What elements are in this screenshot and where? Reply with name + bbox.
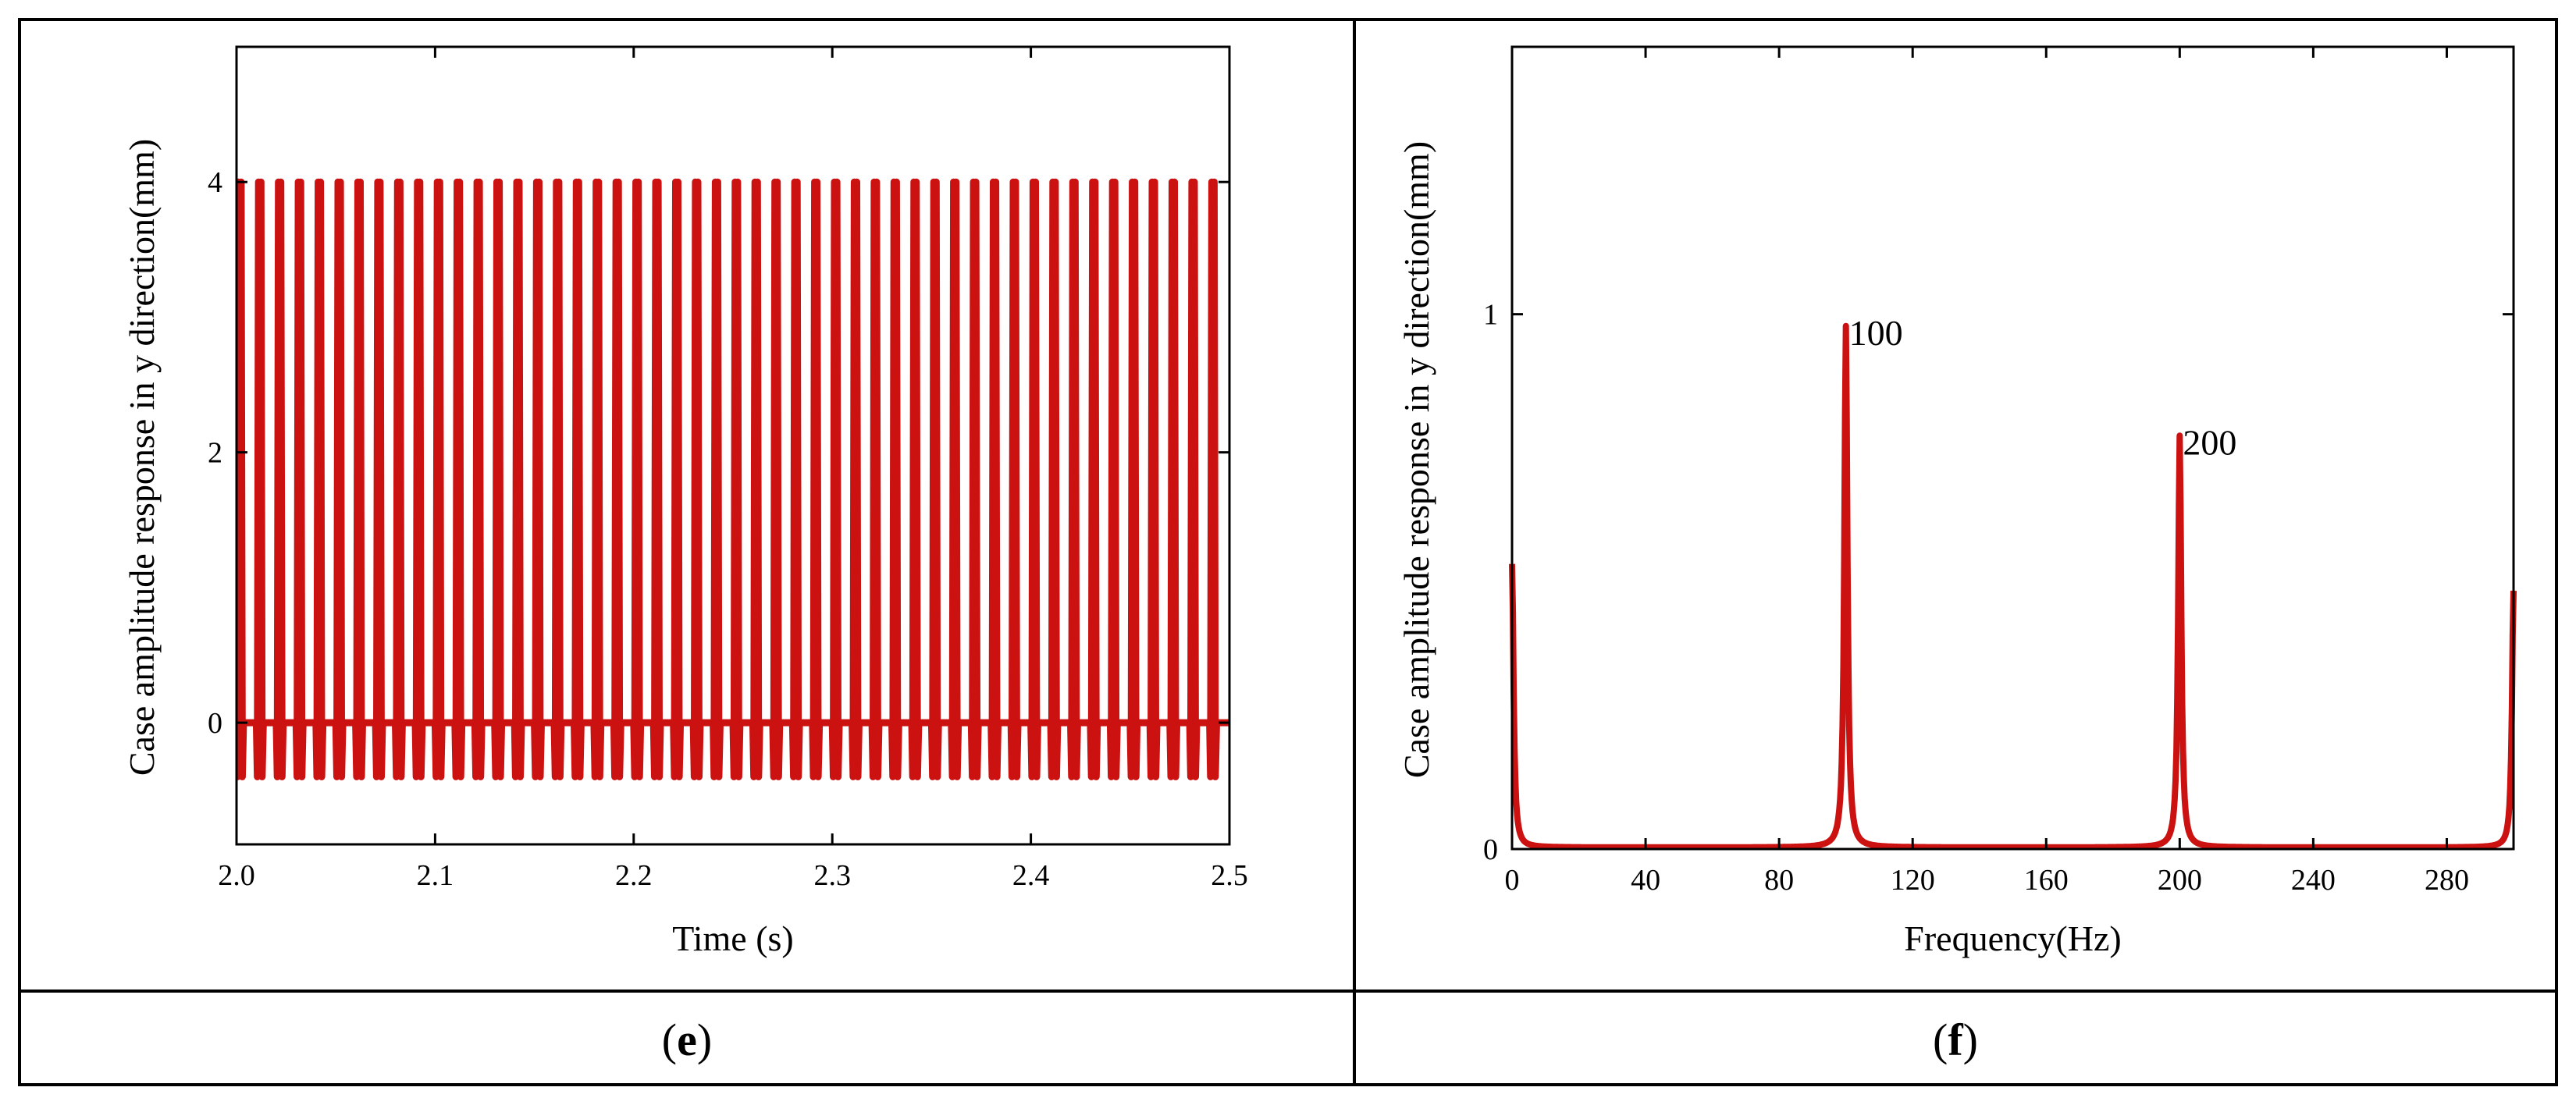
caption-f: (f)	[1933, 1014, 1978, 1065]
frequency-spectrum-x-tick-label: 240	[2291, 864, 2336, 897]
time-response-x-tick-label: 2.0	[218, 859, 255, 892]
caption-e: (e)	[662, 1014, 712, 1065]
frequency-spectrum-x-tick-label: 80	[1764, 864, 1794, 897]
time-response-x-tick-label: 2.1	[417, 859, 454, 892]
frequency-spectrum-plot-frame	[1510, 45, 2515, 851]
time-response-y-tick-label: 4	[208, 166, 222, 199]
time-response-y-axis-title: Case amplitude response in y direction(m…	[122, 139, 162, 776]
time-response-axes: 2.0 2.1 2.2 2.3 2.4 2.5 0 2 4	[208, 45, 1248, 892]
frequency-spectrum-x-tick-label: 120	[1891, 864, 1935, 897]
time-response-x-tick-label: 2.2	[615, 859, 653, 892]
frequency-spectrum-line	[1509, 322, 2517, 849]
caption-f-letter: f	[1948, 1014, 1963, 1065]
peak-annotation-100: 100	[1849, 313, 1903, 353]
frequency-spectrum-x-tick-label: 280	[2425, 864, 2469, 897]
time-response-x-tick-label: 2.5	[1211, 859, 1248, 892]
time-response-y-tick-label: 0	[208, 707, 222, 740]
time-response-y-tick-label: 2	[208, 437, 222, 470]
frequency-spectrum-chart: 100 200 0 40 80 120 160 200 240 280 0 1 Frequency(…	[1397, 45, 2517, 958]
frequency-spectrum-series: 100 200	[1509, 313, 2517, 849]
frequency-spectrum-x-tick-label: 200	[2158, 864, 2202, 897]
frequency-spectrum-x-tick-label: 0	[1505, 864, 1520, 897]
time-response-series	[237, 178, 1229, 780]
figure-table-frame	[18, 18, 2558, 1086]
frequency-spectrum-x-tick-label: 40	[1631, 864, 1660, 897]
time-response-plot-frame	[235, 45, 1231, 846]
time-response-line	[237, 178, 1229, 780]
caption-e-letter: e	[677, 1014, 697, 1065]
frequency-spectrum-y-tick-label: 1	[1483, 299, 1498, 332]
peak-annotation-200: 200	[2183, 422, 2236, 462]
frequency-spectrum-axes: 0 40 80 120 160 200 240 280 0 1	[1483, 45, 2515, 897]
frequency-spectrum-x-axis-title: Frequency(Hz)	[1904, 918, 2121, 958]
time-response-x-tick-label: 2.4	[1012, 859, 1050, 892]
frequency-spectrum-x-tick-label: 160	[2024, 864, 2069, 897]
frequency-spectrum-y-axis-title: Case amplitude response in y direction(m…	[1397, 141, 1436, 778]
frequency-spectrum-y-tick-label: 0	[1483, 833, 1498, 866]
time-response-x-axis-title: Time (s)	[672, 918, 794, 958]
time-response-x-tick-label: 2.3	[813, 859, 851, 892]
time-response-chart: 2.0 2.1 2.2 2.3 2.4 2.5 0 2 4 Time (s) Case ampl…	[122, 45, 1248, 958]
